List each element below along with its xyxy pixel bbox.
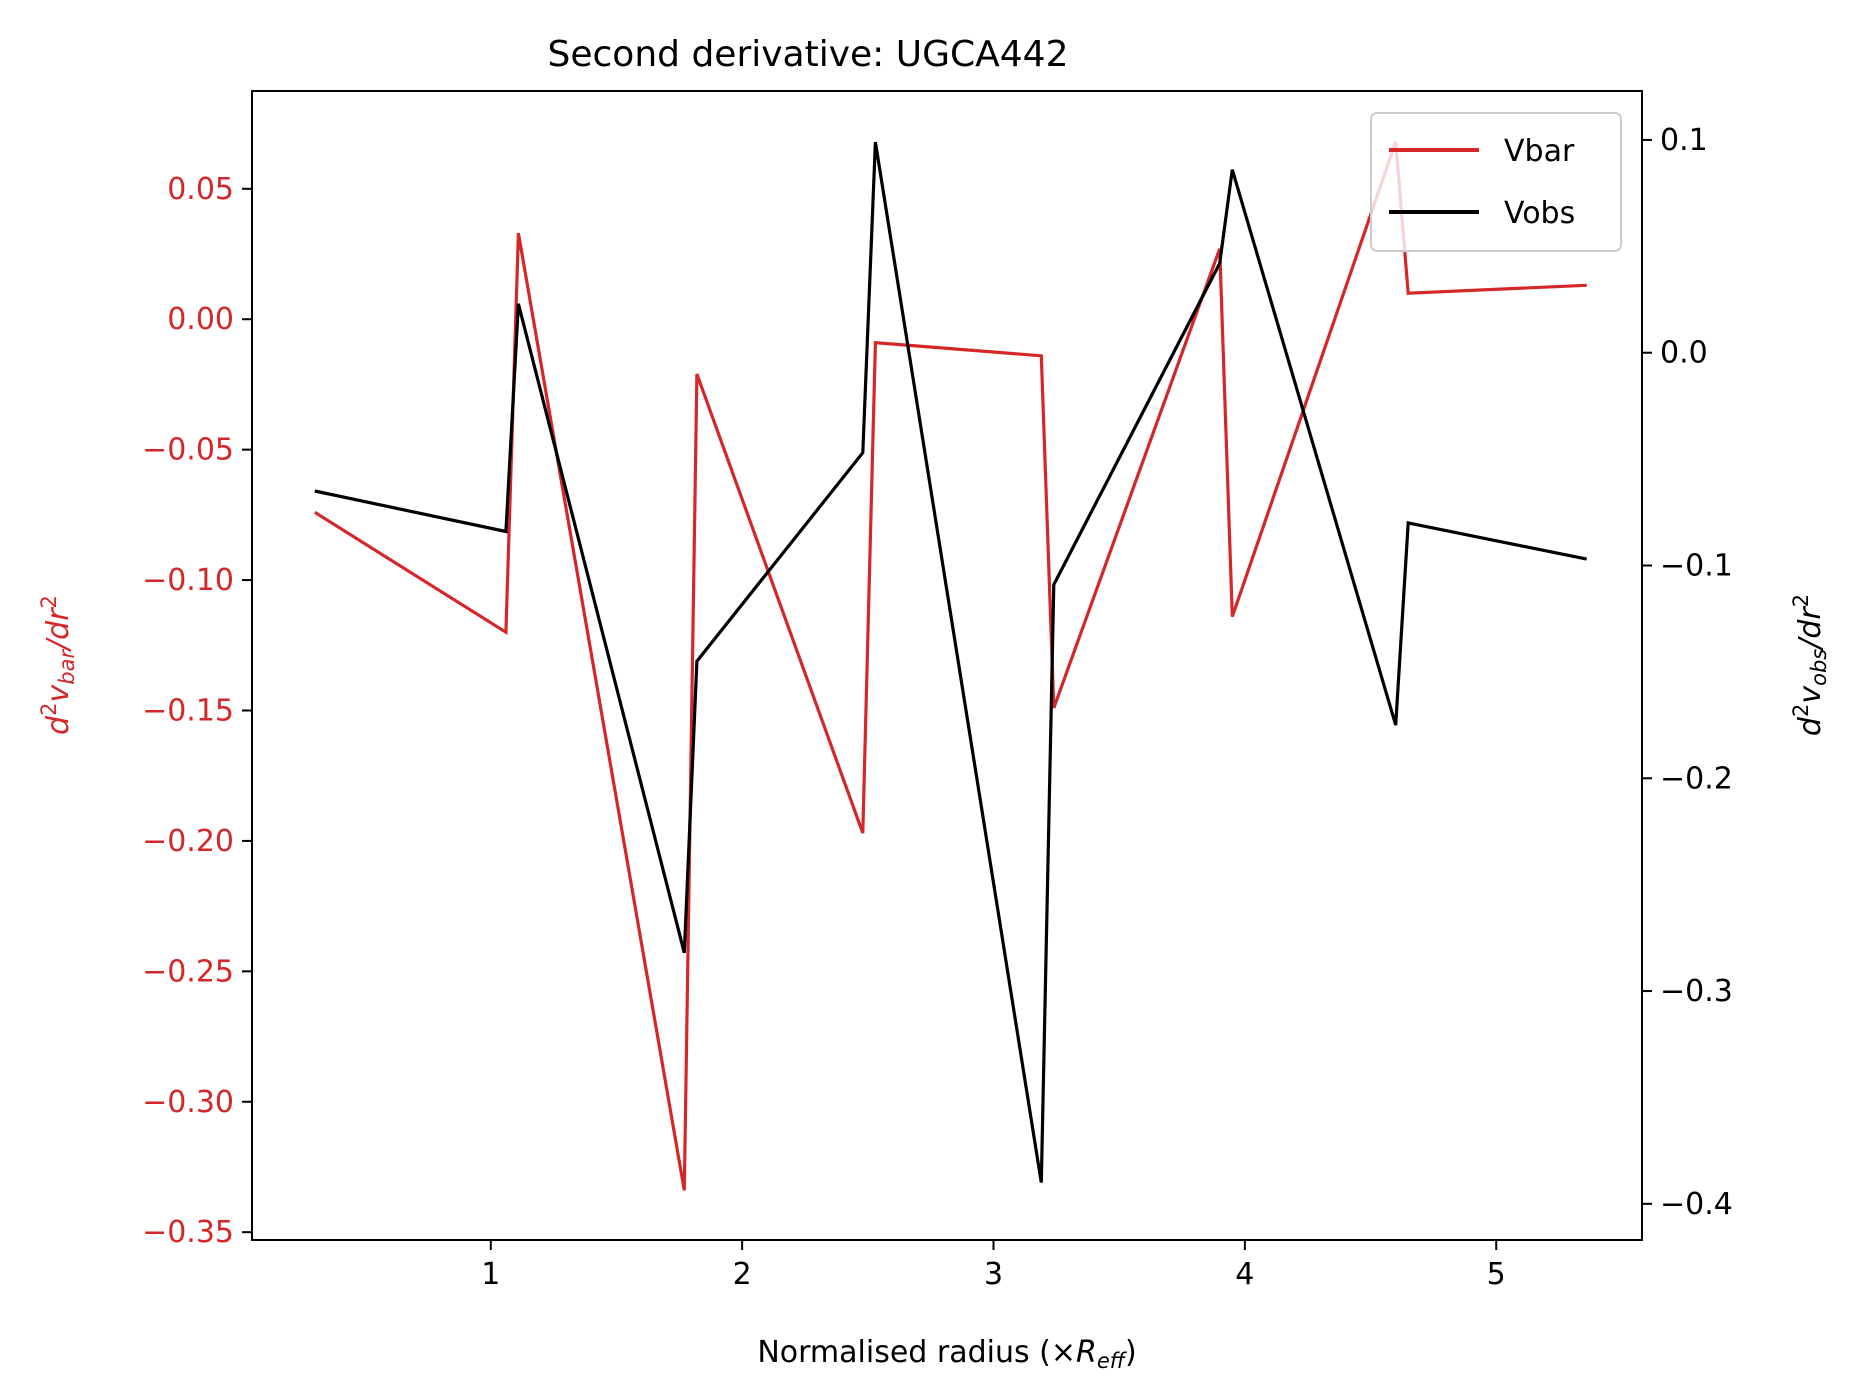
legend-label-vbar: Vbar: [1504, 134, 1575, 169]
x-axis-label-symbol: R: [1076, 1335, 1097, 1370]
x-tick-label: 2: [733, 1257, 752, 1292]
series-line-vobs: [314, 141, 1588, 1183]
series-line-vbar: [313, 141, 1587, 1191]
y-right-tick-label: −0.1: [1660, 548, 1733, 583]
y-left-label-sub: bar: [55, 649, 79, 685]
y-axis-left-label: d2vbar/dr2: [37, 595, 79, 735]
x-tick-label: 4: [1235, 1257, 1254, 1292]
x-axis-label-prefix: Normalised radius (×: [757, 1335, 1076, 1370]
y-left-tick-label: 0.05: [167, 172, 234, 207]
y-left-label-sup1: 2: [37, 703, 61, 716]
y-left-tick-label: −0.05: [142, 433, 234, 468]
y-left-tick-label: −0.20: [142, 824, 234, 859]
x-tick-label: 5: [1487, 1257, 1506, 1292]
y-left-tick-label: −0.30: [142, 1085, 234, 1120]
y-axis-right-label: d2vobs/dr2: [1789, 594, 1831, 736]
y-right-label-sup2: 2: [1789, 594, 1813, 607]
legend-box: [1370, 112, 1622, 252]
x-axis-label-suffix: ): [1125, 1335, 1137, 1370]
y-left-label-v: v: [41, 684, 76, 703]
y-left-tick-label: −0.15: [142, 693, 234, 728]
y-right-tick-label: 0.0: [1660, 336, 1708, 371]
y-right-tick-label: −0.3: [1660, 974, 1733, 1009]
y-right-tick-label: −0.2: [1660, 761, 1733, 796]
y-axis-left: 0.05 0.00 −0.05 −0.10 −0.15 −0.20 −0.25 −0.30 −0…: [142, 172, 252, 1250]
y-left-label-rest: /dr: [41, 607, 76, 653]
y-left-label-sup2: 2: [37, 595, 61, 608]
x-axis: 1 2 3 4 5: [481, 1240, 1506, 1292]
y-right-label-sup1: 2: [1789, 704, 1813, 717]
y-axis-right: 0.1 0.0 −0.1 −0.2 −0.3 −0.4: [1642, 123, 1733, 1222]
y-left-tick-label: −0.25: [142, 954, 234, 989]
y-right-tick-label: 0.1: [1660, 123, 1708, 158]
y-left-tick-label: −0.10: [142, 563, 234, 598]
x-tick-label: 3: [984, 1257, 1003, 1292]
x-tick-label: 1: [481, 1257, 500, 1292]
legend: Vbar Vobs: [1370, 112, 1622, 252]
y-right-label-rest: /dr: [1793, 606, 1828, 652]
x-axis-label: Normalised radius (×Reff): [757, 1335, 1136, 1373]
y-right-label-sub: obs: [1807, 649, 1831, 686]
series-layer: [313, 141, 1588, 1191]
legend-label-vobs: Vobs: [1504, 196, 1575, 231]
x-axis-label-sub: eff: [1097, 1349, 1128, 1373]
y-right-label-v: v: [1793, 685, 1828, 704]
y-right-label-d: d: [1793, 716, 1828, 736]
y-right-tick-label: −0.4: [1660, 1187, 1733, 1222]
plot-frame: [251, 90, 1643, 1241]
chart-title: Second derivative: UGCA442: [548, 34, 1069, 75]
y-left-tick-label: 0.00: [167, 302, 234, 337]
y-left-tick-label: −0.35: [142, 1215, 234, 1250]
y-left-label-d: d: [41, 715, 76, 735]
